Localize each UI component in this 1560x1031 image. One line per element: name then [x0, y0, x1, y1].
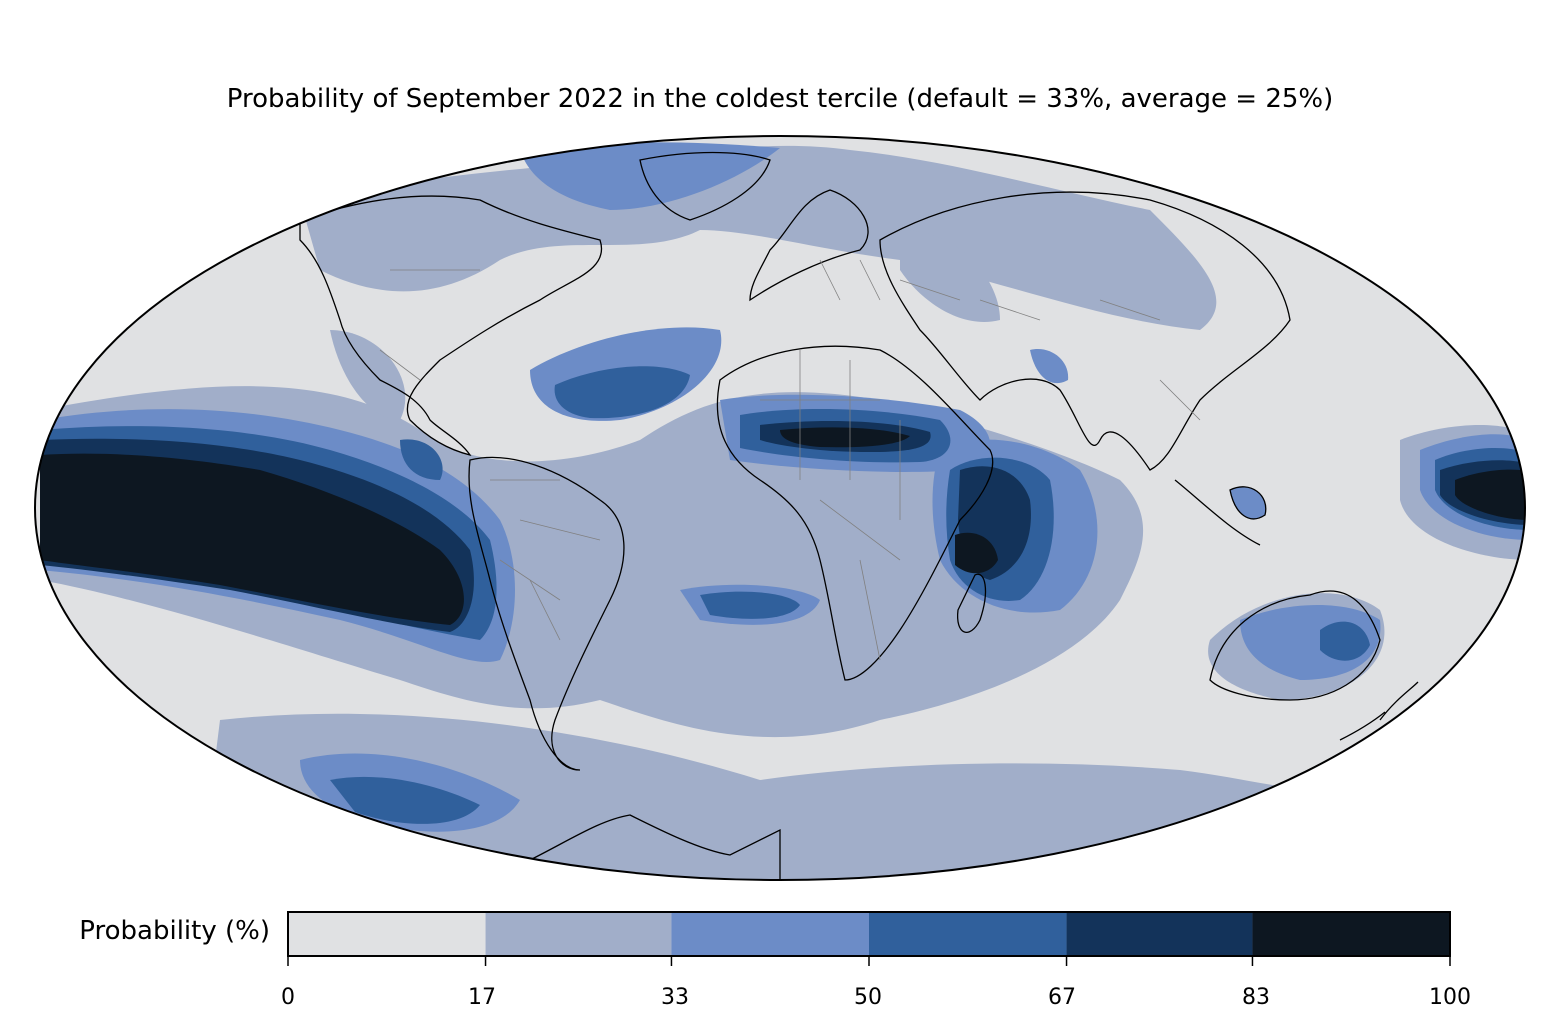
colorbar-segment-2 — [671, 912, 869, 956]
band-83-100 — [40, 427, 1525, 625]
colorbar-tick-50: 50 — [854, 985, 882, 1010]
colorbar-tick-33: 33 — [661, 985, 689, 1010]
colorbar-segment-5 — [1252, 912, 1450, 956]
coast-south-america — [468, 456, 625, 771]
coast-north-america — [299, 195, 603, 457]
chart-title: Probability of September 2022 in the col… — [226, 84, 1334, 114]
probability-field — [35, 136, 1525, 880]
globe-outline — [34, 135, 1526, 881]
colorbar-segment-3 — [869, 912, 1067, 956]
colorbar-tick-67: 67 — [1048, 985, 1076, 1010]
coast-asia — [879, 191, 1291, 471]
coast-madagascar — [957, 573, 987, 633]
coast-africa — [716, 345, 994, 681]
coast-new-zealand — [1339, 681, 1419, 741]
colorbar-label: Probability (%) — [79, 916, 270, 946]
coast-indonesia — [1174, 479, 1267, 546]
coast-europe — [749, 189, 869, 302]
colorbar-segment-0 — [288, 912, 486, 956]
colorbar — [287, 911, 1451, 966]
country-borders — [379, 259, 1201, 661]
colorbar-tick-0: 0 — [281, 985, 295, 1010]
coast-antarctica — [529, 814, 781, 880]
colorbar-tick-83: 83 — [1242, 985, 1270, 1010]
coast-australia — [1209, 590, 1381, 701]
coast-greenland — [639, 151, 771, 221]
coastlines — [299, 151, 1419, 880]
colorbar-segment-4 — [1066, 912, 1253, 956]
colorbar-tick-100: 100 — [1429, 985, 1471, 1010]
colorbar-tick-17: 17 — [468, 985, 496, 1010]
colorbar-segment-1 — [485, 912, 672, 956]
